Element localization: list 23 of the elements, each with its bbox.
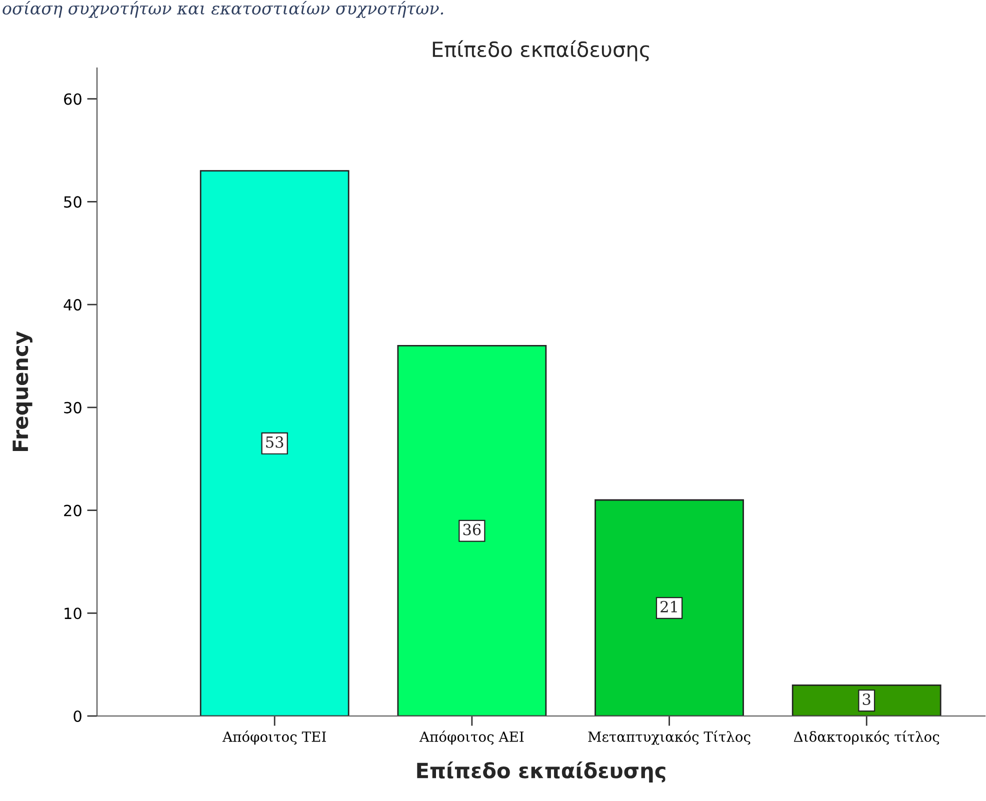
y-tick-label: 40 — [64, 299, 82, 311]
data-label: 53 — [266, 436, 284, 448]
data-label: 21 — [660, 600, 677, 612]
data-label: 3 — [862, 693, 870, 706]
bar — [792, 684, 942, 716]
chart-title: Επίπεδο εκπαίδευσης — [432, 40, 650, 62]
bar — [397, 345, 547, 716]
y-tick-label: 30 — [64, 402, 82, 414]
y-tick-label: 10 — [64, 608, 82, 620]
text: οσίαση συχνοτήτων και εκατοστιαίων συχνοτήτων. — [2, 1, 444, 18]
x-tick-label: Διδακτορικός τίτλος — [794, 730, 940, 745]
y-tick-label: 0 — [74, 710, 82, 722]
y-tick-label: 50 — [64, 196, 82, 208]
y-tick-label: 20 — [64, 504, 82, 516]
data-label: 36 — [463, 524, 481, 536]
x-tick-label: Απόφοιτος ΑΕΙ — [419, 730, 524, 745]
y-tick-label: 60 — [64, 93, 82, 105]
bar — [594, 499, 744, 716]
bar — [200, 170, 350, 716]
x-tick-label: Μεταπτυχιακός Τίτλος — [588, 730, 750, 745]
x-tick-label: Απόφοιτος ΤΕΙ — [222, 730, 326, 745]
x-axis-title: Επίπεδο εκπαίδευσης — [417, 761, 666, 782]
y-axis-title: Frequency — [12, 331, 32, 452]
